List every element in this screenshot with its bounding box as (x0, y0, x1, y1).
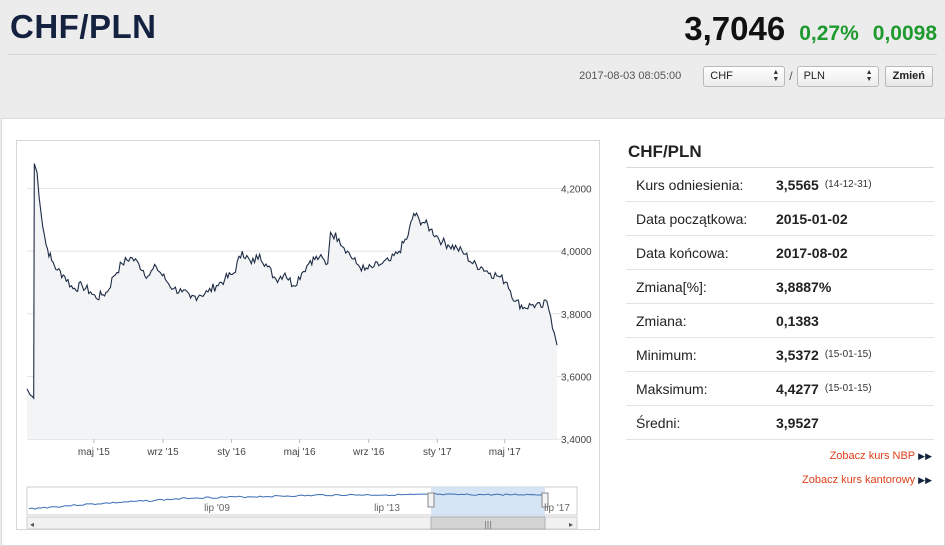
double-chevron-right-icon: ▶▶ (918, 475, 932, 485)
stat-value: 4,4277 (776, 380, 819, 397)
stats-table: CHF/PLN Kurs odniesienia: 3,5565 (14-12-31… (626, 142, 934, 486)
stat-value: 3,9527 (776, 414, 819, 431)
select-arrows-icon: ▲ ▼ (865, 68, 873, 83)
navigator-handle-right[interactable] (541, 492, 549, 508)
navigator-tick-label: lip '13 (374, 503, 400, 514)
stat-label: Zmiana: (636, 312, 687, 329)
stat-label: Minimum: (636, 346, 697, 363)
scroll-left-icon[interactable]: ◂ (30, 520, 34, 529)
stats-title: CHF/PLN (626, 142, 934, 168)
y-tick-label: 3,4000 (561, 435, 592, 446)
double-chevron-right-icon: ▶▶ (918, 451, 932, 461)
stat-row-change-percent: Zmiana[%]: 3,8887% (626, 270, 934, 304)
x-tick-label: maj '16 (284, 447, 316, 458)
x-tick-label: maj '15 (78, 447, 110, 458)
navigator-series (28, 492, 546, 510)
rate-chart: 4,2000 4,0000 3,8000 3,6000 3,4000 maj '15 wr… (26, 163, 592, 530)
stat-date: (15-01-15) (824, 349, 872, 360)
y-tick-label: 3,8000 (561, 310, 592, 321)
stat-date: (14-12-31) (824, 179, 872, 190)
select-arrows-icon: ▲ ▼ (772, 68, 780, 83)
navigator-handle-left[interactable] (427, 492, 435, 508)
y-axis: 4,2000 4,0000 3,8000 3,6000 3,4000 (561, 185, 592, 446)
stat-row-minimum: Minimum: 3,5372 (15-01-15) (626, 338, 934, 372)
header-divider (8, 54, 937, 55)
stat-row-reference: Kurs odniesienia: 3,5565 (14-12-31) (626, 168, 934, 202)
nbp-rate-link[interactable]: Zobacz kurs NBP ▶▶ (626, 450, 934, 462)
stat-row-start-date: Data początkowa: 2015-01-02 (626, 202, 934, 236)
stat-value: 0,1383 (776, 312, 819, 329)
stat-row-change: Zmiana: 0,1383 (626, 304, 934, 338)
stat-row-maximum: Maksimum: 4,4277 (15-01-15) (626, 372, 934, 406)
change-percent: 0,27% (799, 22, 859, 45)
series-area (27, 163, 557, 439)
quote-currency-select[interactable]: PLN ▲ ▼ (796, 65, 879, 87)
stat-label: Data początkowa: (636, 210, 748, 227)
y-tick-label: 4,0000 (561, 247, 592, 258)
page-title: CHF/PLN (10, 8, 157, 45)
stat-label: Średni: (636, 414, 681, 431)
stat-label: Kurs odniesienia: (636, 176, 744, 193)
base-currency-value: CHF (710, 69, 733, 82)
chart-container: 4,2000 4,0000 3,8000 3,6000 3,4000 maj '15 wr… (16, 140, 600, 530)
stat-row-end-date: Data końcowa: 2017-08-02 (626, 236, 934, 270)
change-absolute: 0,0098 (872, 22, 937, 45)
x-tick-label: sty '16 (217, 447, 246, 458)
quote-currency-value: PLN (803, 69, 825, 82)
change-button[interactable]: Zmień (884, 65, 933, 87)
quote-summary: 3,7046 0,27% 0,0098 (684, 10, 937, 48)
exchange-rate-link-label: Zobacz kurs kantorowy (802, 474, 916, 486)
scroll-right-icon[interactable]: ▸ (569, 520, 573, 529)
currency-separator: / (789, 69, 793, 83)
base-currency-select[interactable]: CHF ▲ ▼ (703, 65, 786, 87)
navigator-tick-label: lip '09 (204, 503, 230, 514)
navigator[interactable]: lip '09 lip '13 lip '17 ||| ◂ ▸ (26, 486, 578, 530)
navigator-tick-label: lip '17 (544, 503, 570, 514)
stat-value: 2017-08-02 (776, 244, 848, 261)
stat-date: (15-01-15) (824, 383, 872, 394)
stat-label: Zmiana[%]: (636, 278, 707, 295)
stat-value: 3,5372 (776, 346, 819, 363)
stat-value: 3,8887% (776, 278, 832, 295)
x-tick-label: wrz '15 (146, 447, 179, 458)
stats-rows: Kurs odniesienia: 3,5565 (14-12-31) Data p… (626, 168, 934, 440)
stat-label: Data końcowa: (636, 244, 729, 261)
stat-value: 2015-01-02 (776, 210, 848, 227)
scrollbar-grip-icon: ||| (484, 520, 492, 529)
x-axis: maj '15 wrz '15 sty '16 maj '16 wrz '16 sty '… (78, 439, 521, 458)
x-tick-label: maj '17 (489, 447, 521, 458)
x-tick-label: wrz '16 (352, 447, 385, 458)
current-rate: 3,7046 (684, 10, 786, 47)
content-panel: 4,2000 4,0000 3,8000 3,6000 3,4000 maj '15 wr… (1, 118, 945, 546)
header: CHF/PLN 3,7046 0,27% 0,0098 2017-08-03 0… (0, 0, 945, 97)
stat-label: Maksimum: (636, 380, 708, 397)
nbp-rate-link-label: Zobacz kurs NBP (829, 450, 916, 462)
stat-value: 3,5565 (776, 176, 819, 193)
x-tick-label: sty '17 (423, 447, 452, 458)
series-line (26, 163, 558, 400)
exchange-rate-link[interactable]: Zobacz kurs kantorowy ▶▶ (626, 474, 934, 486)
scrollbar-thumb[interactable] (430, 516, 546, 530)
y-tick-label: 4,2000 (561, 185, 592, 196)
y-tick-label: 3,6000 (561, 372, 592, 383)
stat-row-average: Średni: 3,9527 (626, 406, 934, 440)
currency-toolbar: 2017-08-03 08:05:00 CHF ▲ ▼ / PLN ▲ ▼ Zmie… (579, 64, 933, 88)
quote-timestamp: 2017-08-03 08:05:00 (579, 70, 682, 82)
